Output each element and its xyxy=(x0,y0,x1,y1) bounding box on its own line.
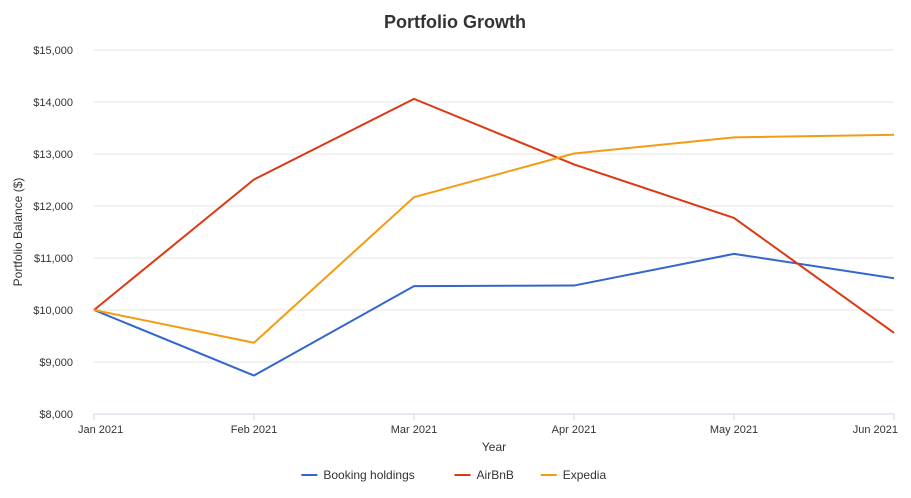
x-tick-label: Feb 2021 xyxy=(231,424,277,436)
x-tick-label: Mar 2021 xyxy=(391,424,437,436)
x-tick-label: Apr 2021 xyxy=(552,424,597,436)
series-lines xyxy=(93,97,895,377)
y-tick-label: $9,000 xyxy=(39,357,73,369)
x-axis-ticks: Jan 2021 Feb 2021 Mar 2021 Apr 2021 May 2021… xyxy=(78,414,898,436)
legend-item[interactable]: Booking holdings xyxy=(301,468,415,482)
legend-label: AirBnB xyxy=(477,468,514,482)
y-tick-label: $14,000 xyxy=(33,97,73,109)
legend-label: Booking holdings xyxy=(323,468,414,482)
y-tick-label: $13,000 xyxy=(33,149,73,161)
legend-label: Expedia xyxy=(563,468,607,482)
legend-item[interactable]: Expedia xyxy=(540,468,607,482)
grid xyxy=(94,49,894,363)
y-tick-label: $10,000 xyxy=(33,305,73,317)
x-axis-label: Year xyxy=(482,440,506,454)
x-tick-label: May 2021 xyxy=(710,424,758,436)
y-axis-label: Portfolio Balance ($) xyxy=(11,178,25,287)
y-tick-label: $11,000 xyxy=(34,253,73,265)
y-tick-label: $12,000 xyxy=(33,201,73,213)
x-tick-label: Jan 2021 xyxy=(78,424,123,436)
x-tick-label: Jun 2021 xyxy=(853,424,898,436)
legend-item[interactable]: AirBnB xyxy=(454,468,514,482)
chart-title: Portfolio Growth xyxy=(384,12,526,32)
series-line xyxy=(93,133,895,344)
y-tick-label: $15,000 xyxy=(33,45,73,57)
series-line xyxy=(93,252,895,377)
legend: Booking holdings AirBnB Expedia xyxy=(301,468,606,482)
y-tick-label: $8,000 xyxy=(39,409,73,421)
series-line xyxy=(93,97,895,334)
y-axis-ticks: $8,000 $9,000 $10,000 $11,000 $12,000 $13,000… xyxy=(33,45,73,421)
